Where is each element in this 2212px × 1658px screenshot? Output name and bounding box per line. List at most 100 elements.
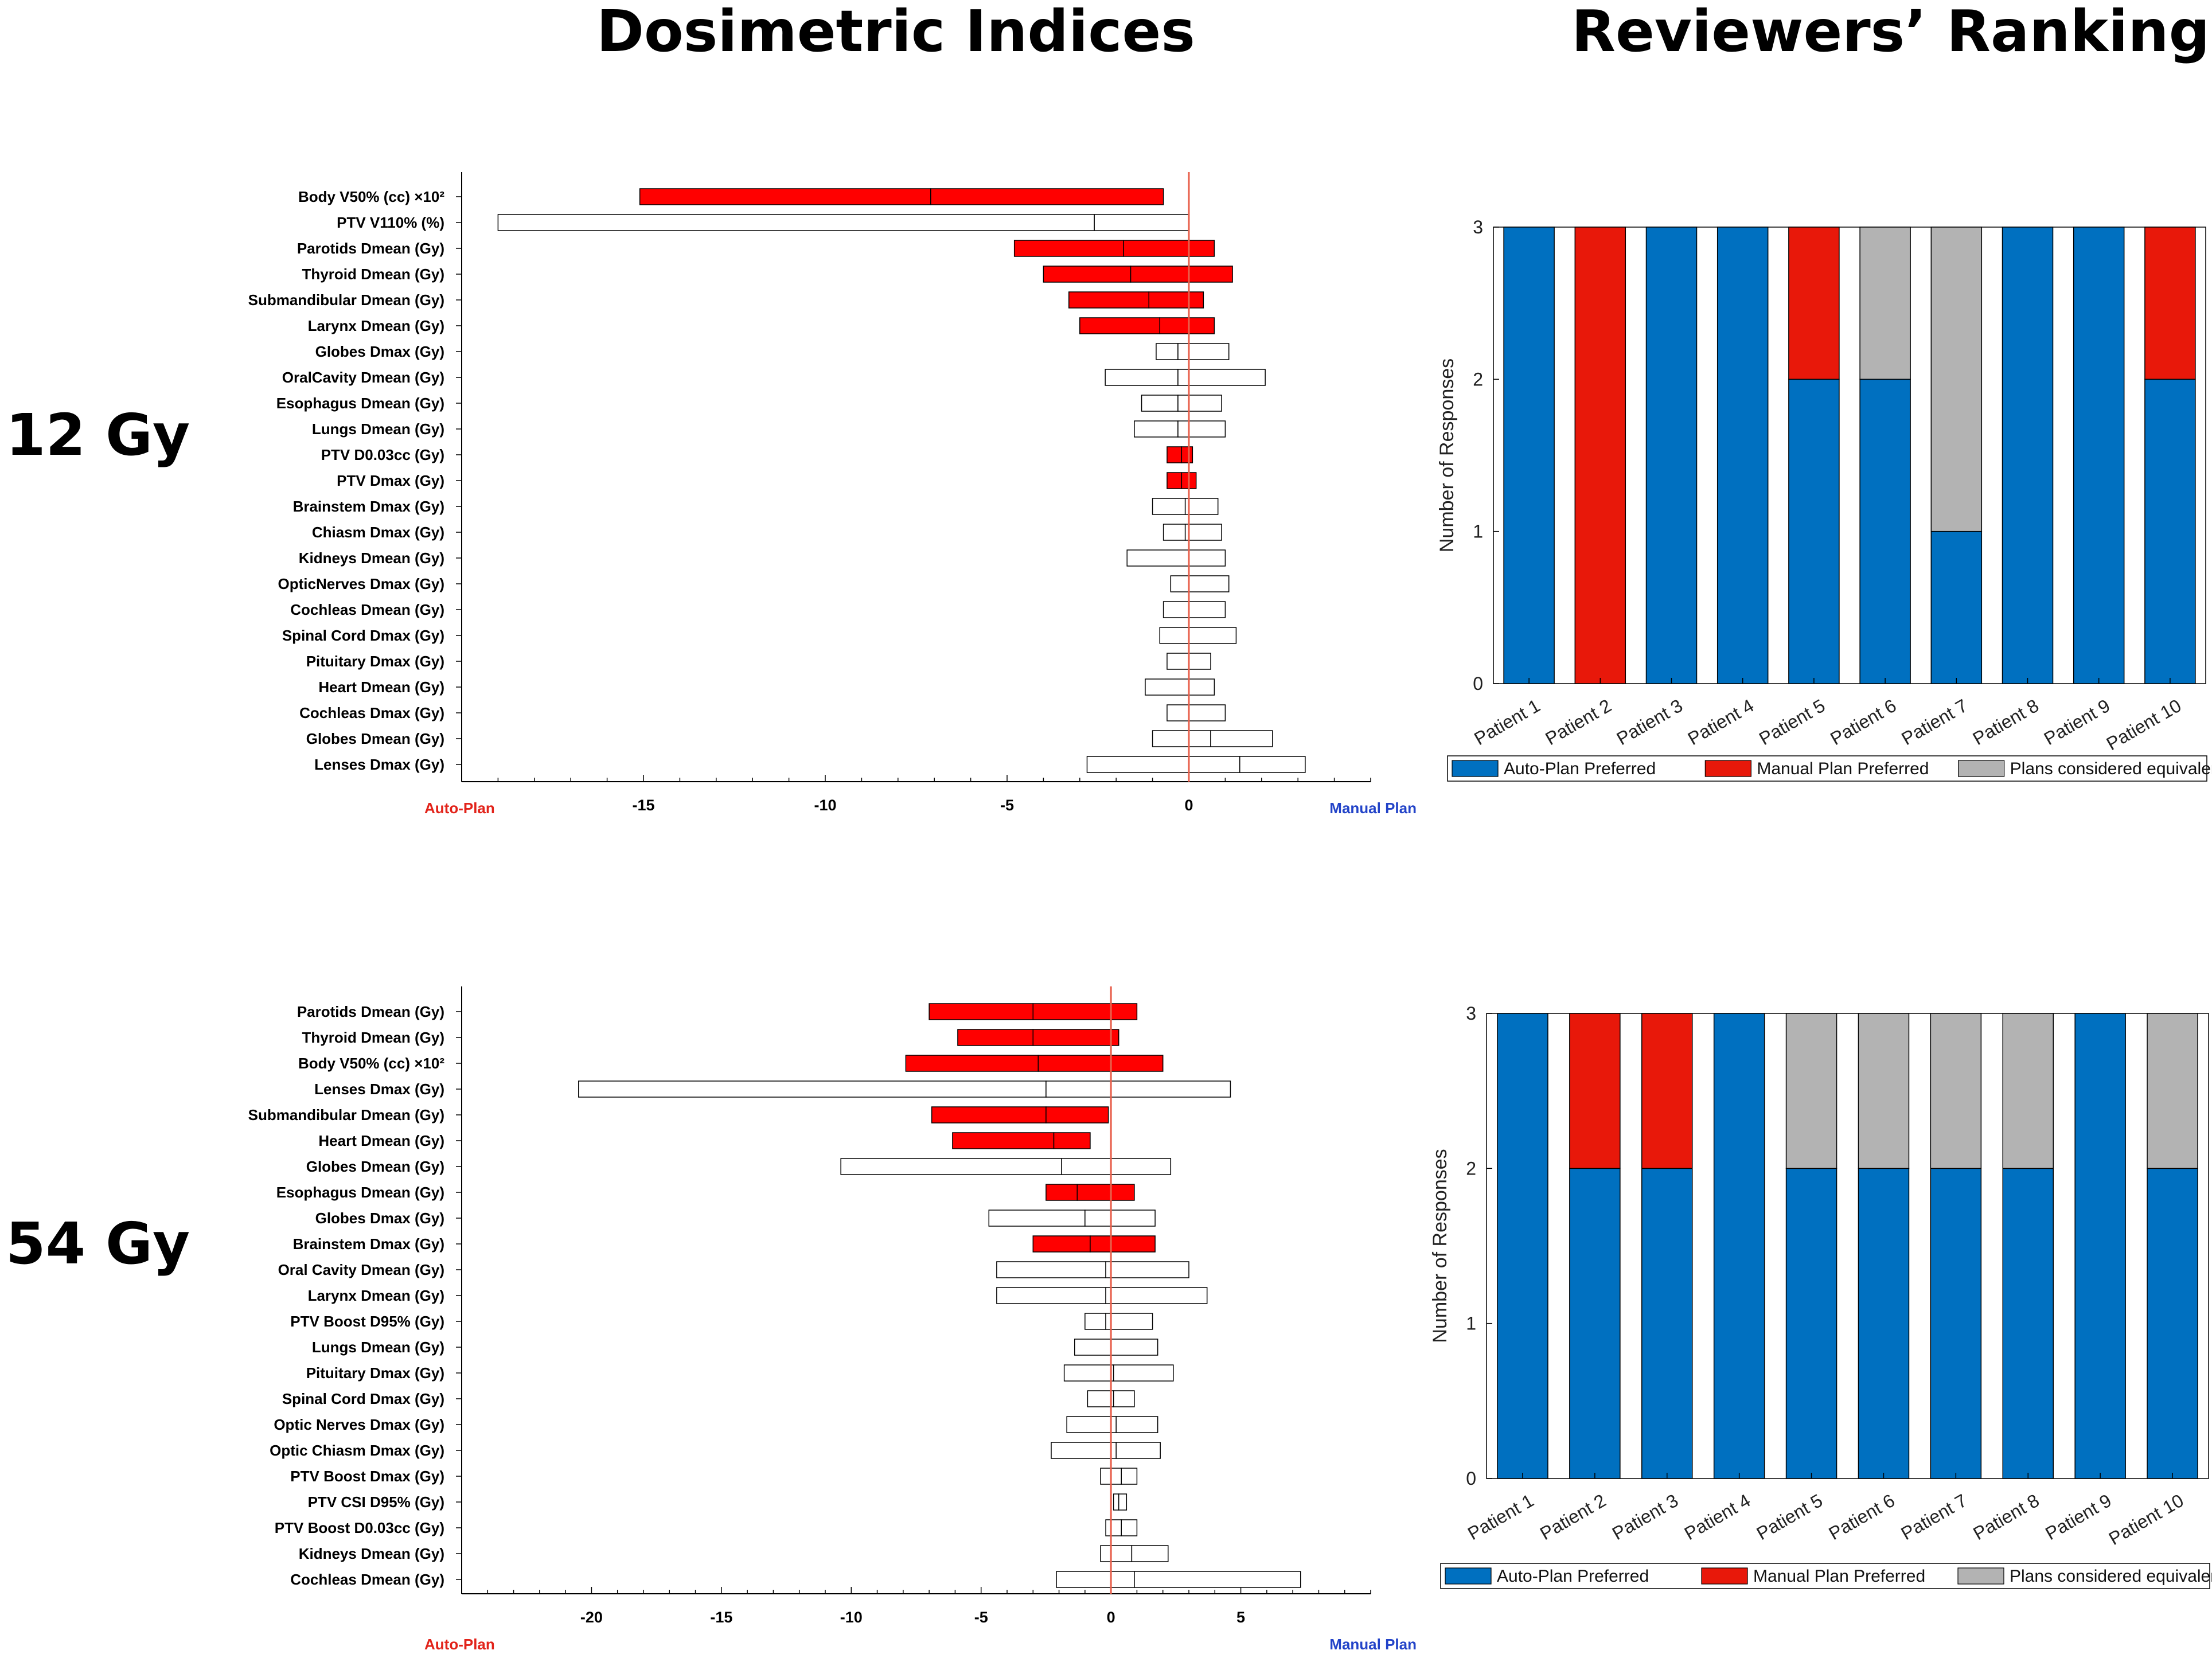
bar-left-segment <box>996 1261 1106 1278</box>
row-label: Body V50% (cc) ×10² <box>298 188 444 205</box>
bar-right-segment <box>1188 653 1211 670</box>
x-tick-label: Patient 2 <box>1542 695 1614 749</box>
legend-entry: Plans considered equivalent <box>2010 759 2212 778</box>
legend-box <box>1447 755 2207 782</box>
x-tick-label: Patient 9 <box>2041 695 2113 749</box>
row-label: Spinal Cord Dmax (Gy) <box>282 1390 444 1407</box>
row-label: Optic Nerves Dmax (Gy) <box>274 1416 444 1433</box>
legend-swatch <box>1701 1567 1748 1585</box>
bar-segment <box>2147 1168 2198 1479</box>
x-tick-label: Patient 2 <box>1536 1490 1609 1544</box>
bar-left-segment <box>1167 472 1183 489</box>
bar-left-segment <box>1063 1364 1114 1382</box>
x-tick-label: Patient 5 <box>1753 1490 1826 1544</box>
bar-right-segment <box>1061 1158 1172 1175</box>
row-label: Lungs Dmean (Gy) <box>312 420 444 438</box>
bar-right-segment <box>1134 1571 1301 1588</box>
row-label: Pituitary Dmax (Gy) <box>306 1364 444 1382</box>
bar-segment <box>1574 227 1626 684</box>
row-label: Esophagus Dmean (Gy) <box>276 1184 444 1201</box>
legend-swatch <box>1957 1567 2004 1585</box>
bar-right-segment <box>1113 1364 1174 1382</box>
row-label: PTV D0.03cc (Gy) <box>321 446 444 463</box>
bar-right-segment <box>1188 627 1237 644</box>
bar-right-segment <box>1177 343 1230 360</box>
bar-right-segment <box>1130 266 1233 283</box>
bar-left-segment <box>1068 291 1150 309</box>
bar-right-segment <box>1115 1416 1158 1433</box>
bar-left-segment <box>931 1106 1047 1123</box>
bar-right-segment <box>1110 1339 1158 1356</box>
bar-segment <box>1930 227 1983 532</box>
bar-segment <box>1788 227 1840 380</box>
x-tick-label: -5 <box>1000 797 1014 814</box>
x-tick-label: Patient 8 <box>1969 1490 2042 1544</box>
row-label: OpticNerves Dmax (Gy) <box>278 575 444 592</box>
bar-segment <box>1503 227 1555 684</box>
bar-left-segment <box>578 1080 1047 1098</box>
y-tick-label: 0 <box>1473 673 1483 694</box>
bar-left-segment <box>1167 446 1183 463</box>
bar-right-segment <box>1053 1132 1091 1149</box>
auto-plan-label: Auto-Plan <box>424 1636 495 1653</box>
bar-segment <box>2144 227 2196 380</box>
bar-segment <box>1785 1168 1838 1479</box>
row-label: PTV CSI D95% (Gy) <box>308 1493 444 1511</box>
row-label: Larynx Dmean (Gy) <box>308 317 444 334</box>
bar-segment <box>1569 1013 1621 1169</box>
bar-segment <box>2074 1013 2126 1479</box>
row-label: Oral Cavity Dmean (Gy) <box>278 1261 444 1278</box>
x-tick-label: -5 <box>974 1609 988 1626</box>
bar-left-segment <box>1087 1390 1114 1407</box>
row-label: Body V50% (cc) ×10² <box>298 1055 444 1072</box>
legend-entry: Plans considered equivalent <box>2010 1567 2212 1586</box>
bar-segment <box>1788 379 1840 684</box>
x-tick-label: -10 <box>814 797 836 814</box>
bar-left-segment <box>1170 575 1189 592</box>
y-axis-label: Number of Responses <box>1436 358 1458 552</box>
row-label: Cochleas Dmax (Gy) <box>299 704 444 721</box>
legend-swatch <box>1704 760 1751 777</box>
x-tick-label: Patient 9 <box>2042 1490 2115 1544</box>
bar-segment <box>2002 1013 2054 1169</box>
x-tick-label: -15 <box>632 797 654 814</box>
bar-right-segment <box>1084 1210 1156 1227</box>
bar-right-segment <box>1113 1390 1135 1407</box>
bar-segment <box>1641 1168 1693 1479</box>
row-label: Globes Dmax (Gy) <box>315 343 444 360</box>
x-tick-label: Patient 1 <box>1464 1490 1537 1544</box>
row-label: Pituitary Dmax (Gy) <box>306 653 444 670</box>
row-label-54gy: 54 Gy <box>6 1210 190 1277</box>
row-label: Brainstem Dmax (Gy) <box>293 1235 444 1253</box>
row-label: Globes Dmean (Gy) <box>306 730 444 747</box>
row-label: Lenses Dmax (Gy) <box>314 756 444 773</box>
bar-left-segment <box>1162 601 1189 618</box>
bar-left-segment <box>639 188 931 205</box>
manual-plan-label: Manual Plan <box>1329 1636 1417 1653</box>
bar-segment <box>1713 1013 1765 1479</box>
row-label: Globes Dmean (Gy) <box>306 1158 444 1175</box>
bar-left-segment <box>1079 317 1161 334</box>
bar-segment <box>1785 1013 1838 1169</box>
row-label: Lenses Dmax (Gy) <box>314 1080 444 1098</box>
bar-right-segment <box>1177 369 1266 386</box>
bar-left-segment <box>1105 1519 1122 1536</box>
bar-left-segment <box>1152 730 1211 747</box>
bar-left-segment <box>1167 704 1189 721</box>
bar-left-segment <box>1105 369 1179 386</box>
legend-entry: Manual Plan Preferred <box>1757 759 1929 778</box>
bar-right-segment <box>1121 1519 1138 1536</box>
legend-box <box>1440 1563 2210 1589</box>
row-label: Submandibular Dmean (Gy) <box>248 291 444 309</box>
manual-plan-label: Manual Plan <box>1329 799 1417 817</box>
row-label: Heart Dmean (Gy) <box>318 678 444 696</box>
bar-left-segment <box>1043 266 1132 283</box>
bar-left-segment <box>1100 1545 1133 1562</box>
bar-segment <box>2002 227 2054 684</box>
bar-right-segment <box>1105 1287 1208 1304</box>
row-label: PTV Dmax (Gy) <box>337 472 444 489</box>
plot-frame <box>1486 1013 2209 1479</box>
bar-left-segment <box>497 214 1095 231</box>
y-tick-label: 3 <box>1473 217 1483 237</box>
bar-right-segment <box>1148 291 1204 309</box>
